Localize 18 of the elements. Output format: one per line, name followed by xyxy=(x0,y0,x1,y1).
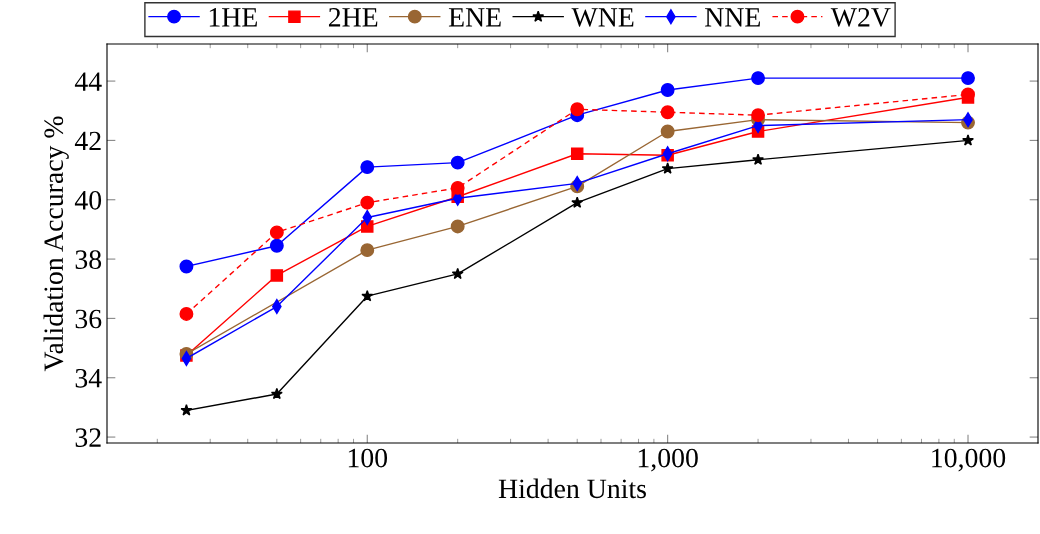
legend-label: NNE xyxy=(705,8,760,27)
x-tick-label: 10,000 xyxy=(932,448,1006,472)
x-tick-label: 100 xyxy=(348,448,388,468)
y-tick-label: 34 xyxy=(75,368,102,388)
legend-label: 1HE xyxy=(209,8,257,27)
y-tick-label: 32 xyxy=(75,428,101,447)
x-axis-title: Hidden Units xyxy=(498,478,646,499)
y-tick-label: 44 xyxy=(74,72,102,91)
x-tick-label: 1,000 xyxy=(638,448,698,472)
y-tick-label: 42 xyxy=(74,131,101,151)
y-tick-label: 36 xyxy=(75,309,102,329)
legend-label: W2V xyxy=(830,7,891,27)
legend-label: 2HE xyxy=(328,7,378,27)
y-tick-label: 40 xyxy=(74,190,102,210)
y-axis-title: Validation Accuracy % xyxy=(43,116,69,372)
y-tick-label: 38 xyxy=(75,250,102,269)
legend-label: ENE xyxy=(448,8,501,27)
legend-label: WNE xyxy=(571,8,634,27)
